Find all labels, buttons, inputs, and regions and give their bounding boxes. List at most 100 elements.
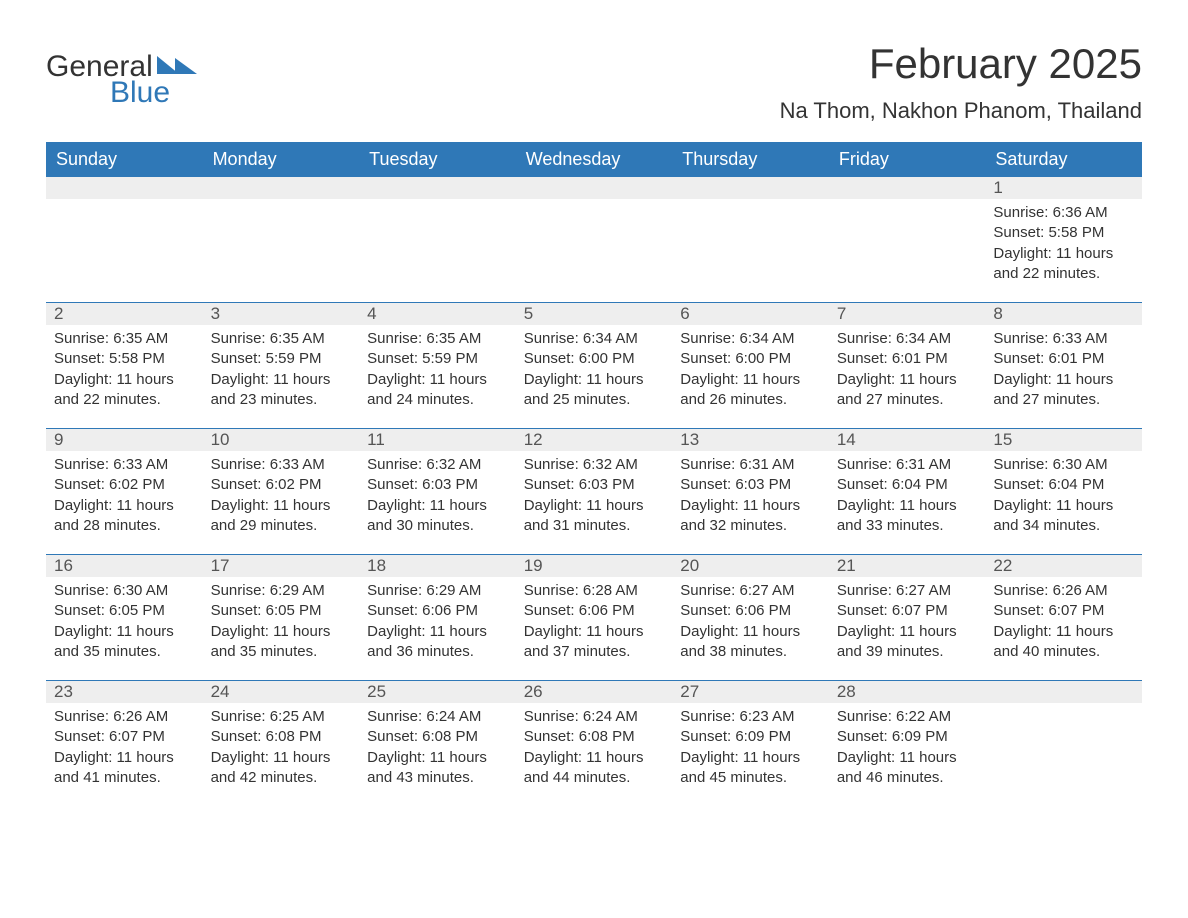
day-details: Sunrise: 6:31 AMSunset: 6:03 PMDaylight:… — [672, 451, 829, 536]
daynum-row: 19 — [516, 555, 673, 577]
day-cell: 19Sunrise: 6:28 AMSunset: 6:06 PMDayligh… — [516, 555, 673, 680]
day-cell: 21Sunrise: 6:27 AMSunset: 6:07 PMDayligh… — [829, 555, 986, 680]
day-cell: 18Sunrise: 6:29 AMSunset: 6:06 PMDayligh… — [359, 555, 516, 680]
day-cell: 11Sunrise: 6:32 AMSunset: 6:03 PMDayligh… — [359, 429, 516, 554]
daynum-row: 25 — [359, 681, 516, 703]
day-number: 20 — [672, 556, 699, 576]
day-number: 13 — [672, 430, 699, 450]
day-cell: 9Sunrise: 6:33 AMSunset: 6:02 PMDaylight… — [46, 429, 203, 554]
day-details: Sunrise: 6:35 AMSunset: 5:59 PMDaylight:… — [203, 325, 360, 410]
day-cell: 6Sunrise: 6:34 AMSunset: 6:00 PMDaylight… — [672, 303, 829, 428]
daynum-row: 3 — [203, 303, 360, 325]
daynum-row: 16 — [46, 555, 203, 577]
day-number: 4 — [359, 304, 376, 324]
day-cell: 20Sunrise: 6:27 AMSunset: 6:06 PMDayligh… — [672, 555, 829, 680]
daynum-row: 5 — [516, 303, 673, 325]
location: Na Thom, Nakhon Phanom, Thailand — [780, 98, 1142, 124]
day-cell: 4Sunrise: 6:35 AMSunset: 5:59 PMDaylight… — [359, 303, 516, 428]
day-cell: 24Sunrise: 6:25 AMSunset: 6:08 PMDayligh… — [203, 681, 360, 806]
day-number: 10 — [203, 430, 230, 450]
daynum-row: 11 — [359, 429, 516, 451]
day-number: 12 — [516, 430, 543, 450]
day-cell: 5Sunrise: 6:34 AMSunset: 6:00 PMDaylight… — [516, 303, 673, 428]
daynum-row: 20 — [672, 555, 829, 577]
day-cell: 22Sunrise: 6:26 AMSunset: 6:07 PMDayligh… — [985, 555, 1142, 680]
day-cell — [46, 177, 203, 302]
daynum-row: 21 — [829, 555, 986, 577]
week-row: 1Sunrise: 6:36 AMSunset: 5:58 PMDaylight… — [46, 177, 1142, 302]
day-details: Sunrise: 6:31 AMSunset: 6:04 PMDaylight:… — [829, 451, 986, 536]
day-cell: 13Sunrise: 6:31 AMSunset: 6:03 PMDayligh… — [672, 429, 829, 554]
daynum-row — [46, 177, 203, 199]
daynum-row — [516, 177, 673, 199]
day-cell — [985, 681, 1142, 806]
logo-word2: Blue — [110, 76, 170, 110]
day-number: 11 — [359, 430, 385, 450]
day-details: Sunrise: 6:33 AMSunset: 6:01 PMDaylight:… — [985, 325, 1142, 410]
day-details: Sunrise: 6:24 AMSunset: 6:08 PMDaylight:… — [359, 703, 516, 788]
day-number: 14 — [829, 430, 856, 450]
day-details: Sunrise: 6:34 AMSunset: 6:00 PMDaylight:… — [516, 325, 673, 410]
day-cell: 10Sunrise: 6:33 AMSunset: 6:02 PMDayligh… — [203, 429, 360, 554]
day-details: Sunrise: 6:33 AMSunset: 6:02 PMDaylight:… — [46, 451, 203, 536]
day-cell: 27Sunrise: 6:23 AMSunset: 6:09 PMDayligh… — [672, 681, 829, 806]
logo: General Blue — [46, 30, 197, 110]
day-cell: 8Sunrise: 6:33 AMSunset: 6:01 PMDaylight… — [985, 303, 1142, 428]
day-cell — [359, 177, 516, 302]
day-details: Sunrise: 6:34 AMSunset: 6:00 PMDaylight:… — [672, 325, 829, 410]
day-number: 8 — [985, 304, 1002, 324]
weekday-label: Wednesday — [516, 142, 673, 177]
daynum-row — [672, 177, 829, 199]
day-number: 6 — [672, 304, 689, 324]
day-number: 23 — [46, 682, 73, 702]
header: General Blue February 2025 Na Thom, Nakh… — [46, 30, 1142, 124]
daynum-row: 10 — [203, 429, 360, 451]
day-number: 17 — [203, 556, 230, 576]
weekday-label: Sunday — [46, 142, 203, 177]
day-cell: 12Sunrise: 6:32 AMSunset: 6:03 PMDayligh… — [516, 429, 673, 554]
daynum-row: 22 — [985, 555, 1142, 577]
daynum-row: 26 — [516, 681, 673, 703]
daynum-row: 14 — [829, 429, 986, 451]
day-details: Sunrise: 6:27 AMSunset: 6:06 PMDaylight:… — [672, 577, 829, 662]
day-cell: 7Sunrise: 6:34 AMSunset: 6:01 PMDaylight… — [829, 303, 986, 428]
day-number: 5 — [516, 304, 533, 324]
day-details: Sunrise: 6:32 AMSunset: 6:03 PMDaylight:… — [359, 451, 516, 536]
day-details: Sunrise: 6:24 AMSunset: 6:08 PMDaylight:… — [516, 703, 673, 788]
day-number: 22 — [985, 556, 1012, 576]
day-cell: 28Sunrise: 6:22 AMSunset: 6:09 PMDayligh… — [829, 681, 986, 806]
daynum-row: 13 — [672, 429, 829, 451]
day-number: 28 — [829, 682, 856, 702]
weekday-label: Monday — [203, 142, 360, 177]
daynum-row: 28 — [829, 681, 986, 703]
day-number: 9 — [46, 430, 63, 450]
weekday-label: Friday — [829, 142, 986, 177]
day-number: 21 — [829, 556, 856, 576]
day-details: Sunrise: 6:36 AMSunset: 5:58 PMDaylight:… — [985, 199, 1142, 284]
day-details: Sunrise: 6:29 AMSunset: 6:05 PMDaylight:… — [203, 577, 360, 662]
day-cell: 14Sunrise: 6:31 AMSunset: 6:04 PMDayligh… — [829, 429, 986, 554]
day-number: 19 — [516, 556, 543, 576]
weekday-header: Sunday Monday Tuesday Wednesday Thursday… — [46, 142, 1142, 177]
day-cell — [829, 177, 986, 302]
day-number: 7 — [829, 304, 846, 324]
day-number: 18 — [359, 556, 386, 576]
day-details: Sunrise: 6:28 AMSunset: 6:06 PMDaylight:… — [516, 577, 673, 662]
daynum-row: 8 — [985, 303, 1142, 325]
day-cell: 25Sunrise: 6:24 AMSunset: 6:08 PMDayligh… — [359, 681, 516, 806]
day-number: 16 — [46, 556, 73, 576]
daynum-row: 7 — [829, 303, 986, 325]
day-number: 27 — [672, 682, 699, 702]
day-cell: 23Sunrise: 6:26 AMSunset: 6:07 PMDayligh… — [46, 681, 203, 806]
day-cell: 17Sunrise: 6:29 AMSunset: 6:05 PMDayligh… — [203, 555, 360, 680]
day-number: 3 — [203, 304, 220, 324]
weekday-label: Saturday — [985, 142, 1142, 177]
day-details: Sunrise: 6:26 AMSunset: 6:07 PMDaylight:… — [46, 703, 203, 788]
day-details: Sunrise: 6:33 AMSunset: 6:02 PMDaylight:… — [203, 451, 360, 536]
day-cell: 3Sunrise: 6:35 AMSunset: 5:59 PMDaylight… — [203, 303, 360, 428]
daynum-row: 2 — [46, 303, 203, 325]
day-number: 25 — [359, 682, 386, 702]
day-details: Sunrise: 6:23 AMSunset: 6:09 PMDaylight:… — [672, 703, 829, 788]
day-number: 24 — [203, 682, 230, 702]
daynum-row: 6 — [672, 303, 829, 325]
